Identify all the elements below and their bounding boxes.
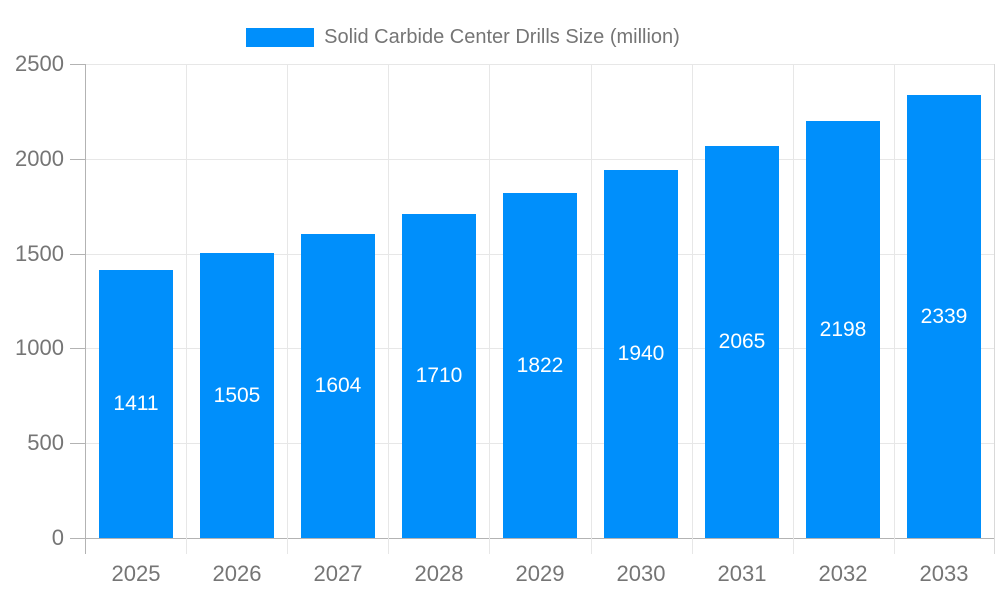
y-axis-tick bbox=[70, 348, 85, 350]
x-gridline bbox=[287, 64, 288, 554]
bar-value-label: 1411 bbox=[113, 392, 159, 415]
x-gridline bbox=[388, 64, 389, 554]
y-axis-label: 2500 bbox=[15, 51, 64, 76]
bar-value-label: 2339 bbox=[920, 304, 968, 328]
x-gridline bbox=[591, 64, 592, 554]
x-axis-label: 2030 bbox=[616, 561, 666, 586]
bar-2031[interactable]: 2065 bbox=[705, 146, 779, 538]
bar-value-label: 1710 bbox=[415, 364, 463, 387]
y-gridline bbox=[85, 64, 995, 65]
y-axis-label: 0 bbox=[51, 525, 64, 550]
bar-2032[interactable]: 2198 bbox=[806, 121, 880, 538]
y-axis-tick bbox=[70, 443, 85, 445]
legend-label: Solid Carbide Center Drills Size (millio… bbox=[324, 26, 680, 48]
bar-2030[interactable]: 1940 bbox=[604, 170, 678, 538]
bar-2029[interactable]: 1822 bbox=[503, 193, 577, 538]
bar-2033[interactable]: 2339 bbox=[907, 95, 981, 538]
y-gridline bbox=[85, 158, 995, 160]
legend-swatch bbox=[246, 27, 315, 47]
y-axis-tick bbox=[70, 253, 85, 255]
x-axis-label: 2032 bbox=[818, 561, 868, 586]
bar-value-label: 1604 bbox=[314, 374, 362, 397]
bar-2027[interactable]: 1604 bbox=[301, 234, 375, 538]
y-axis-tick bbox=[70, 538, 85, 539]
x-gridline bbox=[894, 64, 895, 554]
y-axis-tick bbox=[70, 158, 85, 160]
x-axis-label: 2029 bbox=[515, 561, 565, 586]
legend-item[interactable]: Solid Carbide Center Drills Size (millio… bbox=[0, 25, 963, 49]
y-axis-label: 500 bbox=[27, 430, 64, 456]
y-axis-tick bbox=[70, 64, 85, 65]
x-axis-label: 2025 bbox=[111, 561, 161, 586]
y-axis-label: 1000 bbox=[15, 335, 64, 361]
bar-2028[interactable]: 1710 bbox=[402, 214, 476, 538]
bar-2025[interactable]: 1411 bbox=[99, 270, 173, 538]
y-axis-line bbox=[85, 64, 86, 554]
bar-value-label: 1822 bbox=[516, 353, 564, 377]
x-gridline bbox=[692, 64, 693, 554]
x-gridline bbox=[186, 64, 187, 554]
x-gridline bbox=[489, 64, 490, 554]
x-axis-label: 2026 bbox=[212, 561, 262, 586]
plot-area: 0 500 1000 1500 2000 2500 1411 2025 1505 2026 1604… bbox=[15, 53, 995, 586]
bar-value-label: 1505 bbox=[213, 383, 261, 407]
x-gridline bbox=[793, 64, 794, 554]
x-axis-label: 2033 bbox=[919, 561, 969, 586]
y-axis-label: 1500 bbox=[15, 240, 64, 266]
x-axis-label: 2028 bbox=[414, 561, 464, 586]
x-axis-label: 2027 bbox=[313, 561, 363, 586]
plot-right-border bbox=[994, 64, 995, 554]
bar-2026[interactable]: 1505 bbox=[200, 253, 274, 538]
x-axis-label: 2031 bbox=[717, 561, 767, 586]
bar-value-label: 2198 bbox=[819, 317, 867, 341]
y-axis-label: 2000 bbox=[15, 145, 64, 171]
bar-value-label: 1940 bbox=[617, 342, 665, 365]
bar-value-label: 2065 bbox=[718, 330, 766, 353]
